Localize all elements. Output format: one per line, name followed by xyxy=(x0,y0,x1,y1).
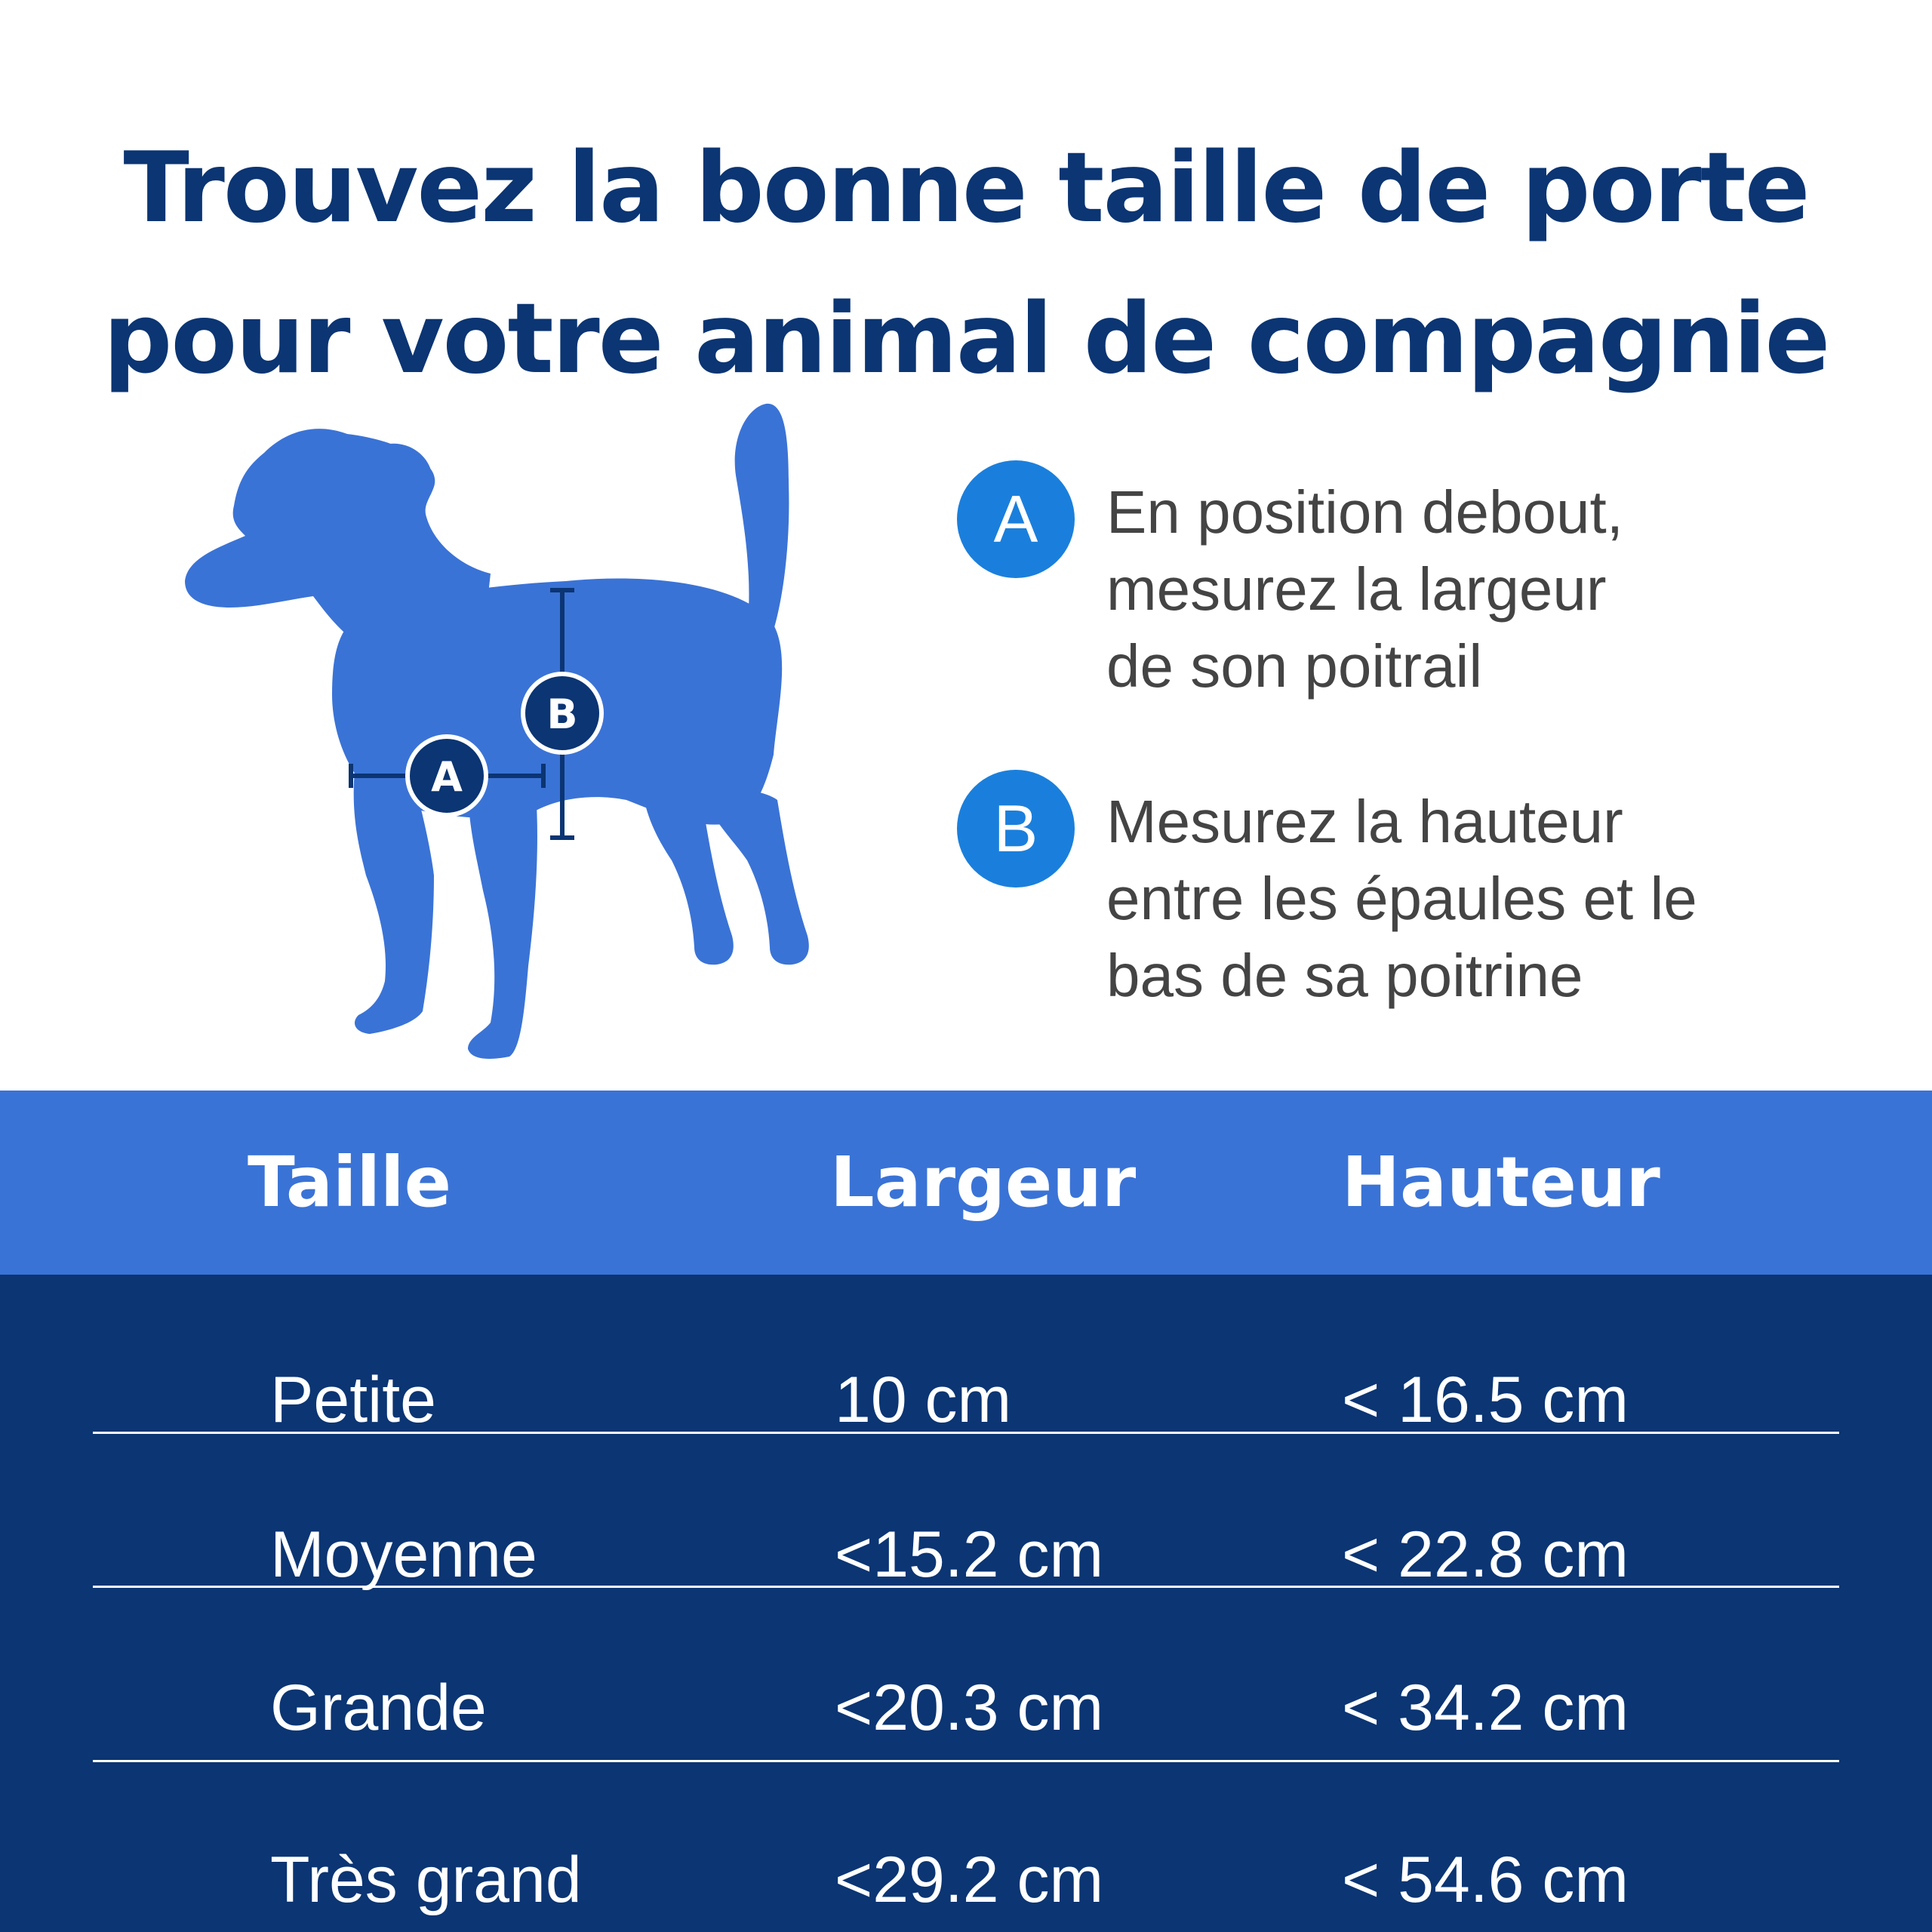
dog-silhouette-icon: A B xyxy=(185,403,809,1059)
title-line-1: Trouvez la bonne taille de porte xyxy=(123,132,1810,245)
cell-height: < 54.6 cm xyxy=(1342,1844,1629,1916)
legend-b-line-1: Mesurez la hauteur xyxy=(1106,788,1623,855)
badge-b-label: B xyxy=(546,691,577,738)
dog-measurement-diagram: A B xyxy=(174,392,838,1087)
cell-height: < 34.2 cm xyxy=(1342,1672,1629,1744)
legend-a-line-2: mesurez la largeur xyxy=(1106,555,1607,623)
cell-width: 10 cm xyxy=(835,1364,1012,1436)
badge-b-marker: B xyxy=(521,672,604,755)
header-taille: Taille xyxy=(248,1142,451,1223)
title-line-2: pour votre animal de compagnie xyxy=(103,283,1831,395)
cell-size: Grande xyxy=(270,1672,487,1744)
cell-height: < 22.8 cm xyxy=(1342,1518,1629,1591)
legend-badge-b: B xyxy=(957,770,1075,888)
badge-a-marker: A xyxy=(405,734,488,817)
cell-size: Petite xyxy=(270,1364,436,1436)
legend-badge-a: A xyxy=(957,460,1075,578)
row-divider xyxy=(93,1760,1839,1762)
legend-text-b: Mesurez la hauteur entre les épaules et … xyxy=(1106,783,1876,1014)
legend-text-a: En position debout, mesurez la largeur d… xyxy=(1106,474,1876,705)
legend-a-line-3: de son poitrail xyxy=(1106,632,1483,700)
cell-size: Moyenne xyxy=(270,1518,537,1591)
header-hauteur: Hauteur xyxy=(1342,1142,1660,1223)
header-largeur: Largeur xyxy=(830,1142,1137,1223)
cell-size: Très grand xyxy=(270,1844,582,1916)
badge-a-label: A xyxy=(431,753,463,801)
legend-a-line-1: En position debout, xyxy=(1106,478,1623,546)
row-divider xyxy=(93,1586,1839,1588)
cell-width: <29.2 cm xyxy=(835,1844,1104,1916)
legend-b-line-2: entre les épaules et le xyxy=(1106,865,1697,932)
size-table-body: Petite 10 cm < 16.5 cm Moyenne <15.2 cm … xyxy=(0,1275,1932,1932)
row-divider xyxy=(93,1432,1839,1434)
size-table-header: Taille Largeur Hauteur xyxy=(0,1091,1932,1275)
cell-width: <20.3 cm xyxy=(835,1672,1104,1744)
cell-height: < 16.5 cm xyxy=(1342,1364,1629,1436)
cell-width: <15.2 cm xyxy=(835,1518,1104,1591)
page-title: Trouvez la bonne taille de porte pour vo… xyxy=(0,113,1932,415)
legend-b-line-3: bas de sa poitrine xyxy=(1106,942,1583,1009)
